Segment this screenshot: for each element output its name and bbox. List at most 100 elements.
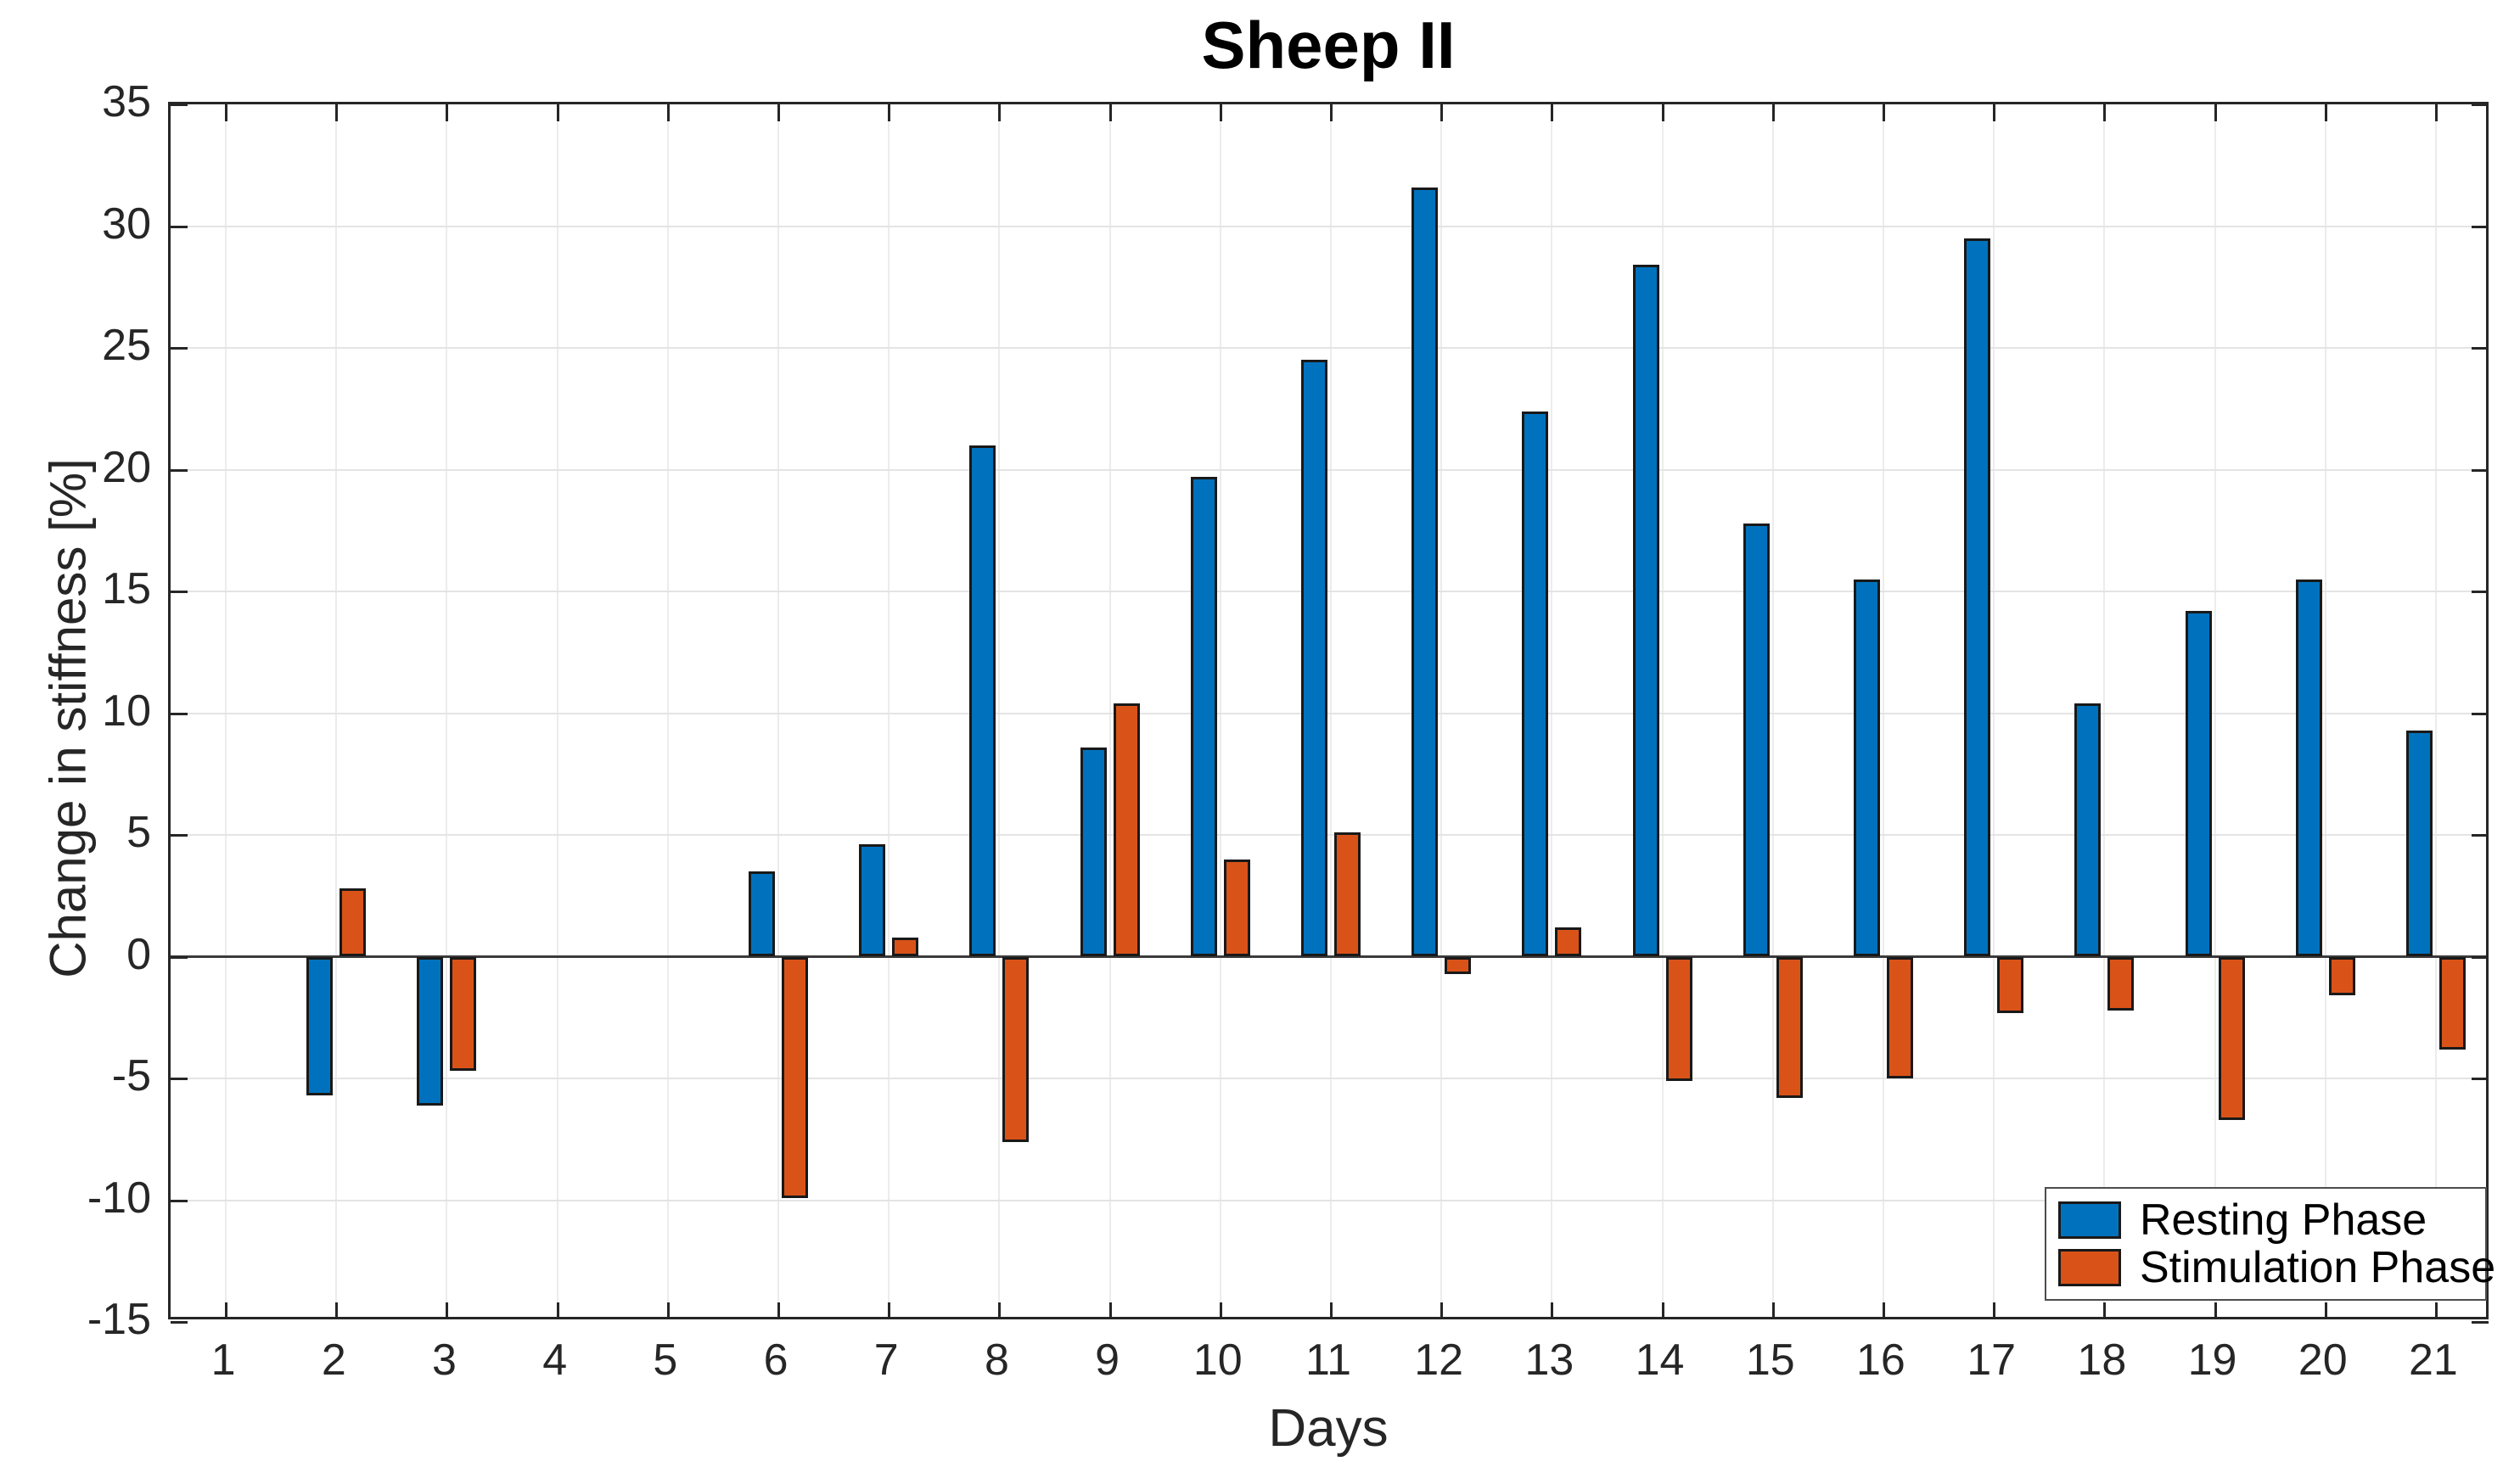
bar-stimulation-day-10 — [1223, 859, 1250, 957]
bar-stimulation-day-19 — [2218, 956, 2245, 1120]
gridline-vertical-day-3 — [446, 104, 448, 1317]
bar-resting-day-21 — [2405, 730, 2433, 957]
x-tick-bottom-day-14 — [1661, 1302, 1664, 1319]
x-tick-top-day-6 — [777, 104, 781, 121]
bar-stimulation-day-18 — [2107, 956, 2135, 1011]
x-tick-bottom-day-20 — [2324, 1302, 2327, 1319]
chart-title: Sheep II — [1201, 8, 1456, 82]
x-tick-label-day-12: 12 — [1414, 1336, 1464, 1385]
legend-swatch-stimulation — [2058, 1249, 2121, 1286]
bar-stimulation-day-16 — [1886, 956, 1913, 1078]
gridline-vertical-day-20 — [2324, 104, 2326, 1317]
y-tick-left--10 — [171, 1199, 188, 1202]
gridline-horizontal--5 — [171, 1078, 2486, 1079]
x-tick-top-day-13 — [1551, 104, 1554, 121]
bar-stimulation-day-11 — [1334, 832, 1361, 957]
gridline-vertical-day-16 — [1882, 104, 1884, 1317]
gridline-horizontal-25 — [171, 347, 2486, 349]
x-tick-label-day-4: 4 — [542, 1336, 568, 1385]
x-tick-label-day-20: 20 — [2298, 1336, 2348, 1385]
y-tick-label-30: 30 — [102, 199, 151, 249]
bar-stimulation-day-9 — [1113, 703, 1140, 957]
x-tick-top-day-10 — [1219, 104, 1222, 121]
x-tick-top-day-15 — [1771, 104, 1775, 121]
x-tick-top-day-17 — [1993, 104, 1996, 121]
x-tick-label-day-10: 10 — [1193, 1336, 1243, 1385]
x-tick-label-day-2: 2 — [321, 1336, 346, 1385]
gridline-horizontal--10 — [171, 1199, 2486, 1201]
x-tick-label-day-5: 5 — [653, 1336, 678, 1385]
gridline-vertical-day-7 — [888, 104, 890, 1317]
x-tick-label-day-19: 19 — [2187, 1336, 2237, 1385]
bar-stimulation-day-21 — [2438, 956, 2466, 1050]
bar-stimulation-day-8 — [1002, 956, 1030, 1142]
x-tick-top-day-14 — [1661, 104, 1664, 121]
gridline-vertical-day-14 — [1661, 104, 1664, 1317]
x-tick-top-day-8 — [998, 104, 1002, 121]
x-tick-label-day-9: 9 — [1095, 1336, 1120, 1385]
bar-resting-day-12 — [1411, 187, 1439, 957]
bar-stimulation-day-14 — [1665, 956, 1692, 1081]
bar-resting-day-17 — [1964, 238, 1991, 957]
gridline-vertical-day-17 — [1993, 104, 1995, 1317]
y-tick-right-25 — [2472, 347, 2489, 350]
y-tick-right-15 — [2472, 591, 2489, 593]
gridline-horizontal-10 — [171, 712, 2486, 714]
x-tick-label-day-6: 6 — [763, 1336, 789, 1385]
gridline-vertical-day-1 — [225, 104, 227, 1317]
legend-box: Resting Phase Stimulation Phase — [2045, 1187, 2495, 1301]
y-tick-right-0 — [2472, 955, 2489, 959]
x-tick-bottom-day-6 — [777, 1302, 781, 1319]
x-tick-bottom-day-13 — [1551, 1302, 1554, 1319]
y-tick-label-35: 35 — [102, 77, 151, 126]
gridline-vertical-day-18 — [2103, 104, 2106, 1317]
gridline-vertical-day-12 — [1440, 104, 1443, 1317]
x-tick-top-day-7 — [888, 104, 891, 121]
y-tick-right-30 — [2472, 225, 2489, 228]
legend-item-resting: Resting Phase — [2058, 1196, 2485, 1245]
bar-stimulation-day-12 — [1445, 956, 1472, 974]
x-tick-top-day-3 — [446, 104, 449, 121]
x-tick-bottom-day-7 — [888, 1302, 891, 1319]
x-tick-label-day-14: 14 — [1635, 1336, 1685, 1385]
y-tick-label-15: 15 — [102, 564, 151, 613]
legend-item-stimulation: Stimulation Phase — [2058, 1243, 2495, 1292]
y-tick-left-25 — [171, 347, 188, 350]
bar-resting-day-3 — [417, 956, 444, 1106]
x-tick-label-day-1: 1 — [210, 1336, 236, 1385]
gridline-vertical-day-13 — [1551, 104, 1553, 1317]
legend-label-stimulation: Stimulation Phase — [2140, 1243, 2496, 1292]
y-tick-label-10: 10 — [102, 686, 151, 736]
gridline-horizontal-15 — [171, 591, 2486, 592]
bar-resting-day-11 — [1301, 360, 1327, 957]
y-tick-left-20 — [171, 468, 188, 472]
x-tick-label-day-3: 3 — [432, 1336, 457, 1385]
x-tick-top-day-21 — [2434, 104, 2438, 121]
y-tick-left-5 — [171, 834, 188, 837]
x-tick-label-day-16: 16 — [1856, 1336, 1905, 1385]
bar-stimulation-day-2 — [340, 888, 367, 957]
bar-stimulation-day-17 — [1997, 956, 2024, 1013]
bar-stimulation-day-15 — [1776, 956, 1803, 1098]
gridline-vertical-day-8 — [998, 104, 1001, 1317]
x-tick-bottom-day-10 — [1219, 1302, 1222, 1319]
bar-resting-day-8 — [969, 445, 996, 957]
y-tick-label-20: 20 — [102, 442, 151, 492]
y-tick-left--15 — [171, 1321, 188, 1324]
x-tick-bottom-day-19 — [2214, 1302, 2217, 1319]
y-tick-left-0 — [171, 955, 188, 959]
legend-label-resting: Resting Phase — [2140, 1196, 2427, 1245]
bar-stimulation-day-3 — [450, 956, 477, 1072]
y-tick-right--15 — [2472, 1321, 2489, 1324]
x-tick-label-day-15: 15 — [1745, 1336, 1795, 1385]
x-tick-top-day-4 — [556, 104, 559, 121]
x-tick-label-day-11: 11 — [1305, 1336, 1351, 1385]
x-tick-top-day-9 — [1108, 104, 1112, 121]
bar-resting-day-16 — [1853, 579, 1880, 957]
x-tick-top-day-19 — [2214, 104, 2217, 121]
bar-resting-day-10 — [1190, 477, 1217, 957]
x-tick-bottom-day-12 — [1440, 1302, 1444, 1319]
y-tick-right--5 — [2472, 1078, 2489, 1080]
gridline-vertical-day-6 — [777, 104, 780, 1317]
bar-resting-day-2 — [306, 956, 334, 1096]
